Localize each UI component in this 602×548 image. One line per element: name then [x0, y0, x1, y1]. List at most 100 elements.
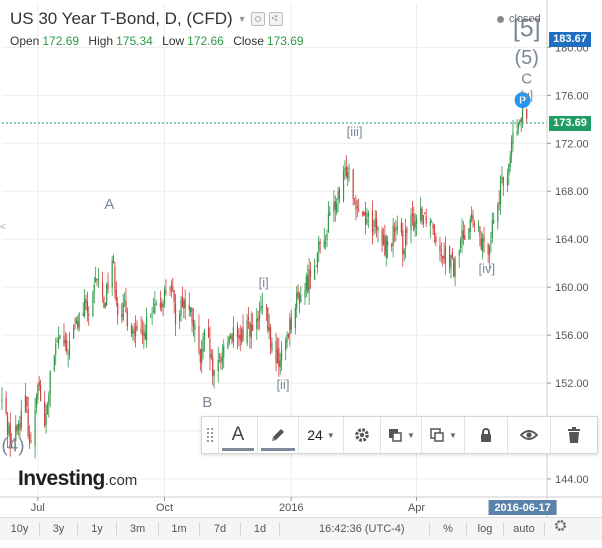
candle [512, 119, 514, 152]
range-1m-button[interactable]: 1m [171, 523, 187, 535]
trash-icon [568, 427, 580, 443]
candle [460, 237, 462, 253]
candle [265, 303, 268, 322]
delete-button[interactable] [550, 417, 597, 453]
candle [39, 379, 42, 402]
wave-label[interactable]: (5) [514, 47, 538, 69]
visibility-button[interactable] [507, 417, 550, 453]
candle [257, 310, 259, 331]
candle [35, 393, 38, 414]
y-tick-label: 152.00 [555, 378, 589, 390]
candle [271, 337, 273, 354]
fill-color-button[interactable]: ▼ [380, 417, 421, 453]
candle [5, 391, 7, 416]
candle [464, 224, 466, 241]
candle [165, 279, 167, 296]
lock-button[interactable] [464, 417, 507, 453]
candle [279, 352, 281, 375]
candle [19, 415, 21, 439]
candle [219, 353, 221, 363]
candle [333, 189, 335, 222]
line-color-button[interactable]: ▼ [421, 417, 464, 453]
y-tick-label: 172.00 [555, 138, 589, 150]
log-scale-button[interactable]: log [477, 523, 493, 535]
range-10y-button[interactable]: 10y [10, 523, 29, 535]
gear-icon[interactable] [268, 12, 283, 26]
symbol-title[interactable]: US 30 Year T-Bond, D, (CFD) [10, 9, 233, 28]
y-tick-label: 160.00 [555, 282, 589, 294]
close-label: Close [233, 34, 264, 48]
candle [133, 323, 135, 343]
candle [480, 231, 482, 251]
wave-label[interactable]: [ii] [276, 377, 289, 392]
eye-icon[interactable] [250, 12, 265, 26]
candle [180, 295, 182, 322]
range-3m-button[interactable]: 3m [129, 523, 146, 535]
candle [9, 412, 11, 457]
percent-scale-button[interactable]: % [443, 523, 453, 535]
wave-label[interactable]: [v] [520, 88, 533, 102]
candle [393, 222, 396, 243]
candle [256, 308, 258, 340]
candle [327, 201, 329, 233]
chart-settings-button[interactable] [545, 518, 575, 540]
marker-label: P [519, 96, 526, 107]
candle [319, 238, 321, 254]
wave-label[interactable]: [iii] [347, 124, 363, 139]
candle [188, 292, 190, 317]
candle [82, 302, 84, 317]
pencil-button[interactable] [257, 417, 298, 453]
candle [526, 108, 528, 123]
candle [93, 276, 95, 304]
drag-handle-icon[interactable] [202, 417, 218, 453]
wave-label[interactable]: [i] [259, 275, 269, 290]
text-tool-button[interactable]: A [218, 417, 257, 453]
candle [191, 307, 193, 333]
candle [314, 258, 316, 281]
wave-label[interactable]: A [104, 196, 114, 213]
lock-icon [481, 428, 491, 442]
wave-label[interactable]: B [202, 394, 212, 411]
candle [285, 336, 287, 361]
settings-button[interactable] [343, 417, 380, 453]
candle [74, 317, 76, 331]
candle [27, 396, 29, 440]
candle [392, 217, 394, 258]
wave-label[interactable]: C [521, 70, 532, 87]
range-7d-button[interactable]: 7d [213, 523, 227, 535]
candle [347, 166, 349, 187]
range-1d-button[interactable]: 1d [253, 523, 267, 535]
candle [413, 206, 415, 232]
candle [298, 291, 301, 314]
auto-scale-button[interactable]: auto [513, 523, 535, 535]
scroll-left-icon[interactable]: < [0, 222, 6, 233]
wave-label[interactable]: [5] [513, 15, 541, 43]
candle [183, 297, 185, 319]
candle [122, 293, 124, 322]
eye-icon [520, 430, 538, 440]
candle [115, 281, 117, 307]
marker-icon[interactable]: P [514, 92, 531, 109]
candle [181, 286, 184, 308]
candle [15, 415, 17, 443]
wave-label[interactable]: [iv] [478, 261, 495, 276]
candle [323, 227, 325, 250]
candle [53, 354, 55, 372]
chevron-down-icon[interactable]: ▼ [237, 14, 247, 24]
candle [143, 321, 145, 349]
candle [294, 303, 296, 335]
fill-color-icon [389, 429, 402, 442]
candle [490, 231, 492, 253]
range-3y-button[interactable]: 3y [52, 523, 65, 535]
candle [376, 210, 378, 238]
candle [230, 332, 232, 340]
range-1y-button[interactable]: 1y [91, 523, 103, 535]
candle [107, 272, 109, 294]
candle [358, 198, 360, 213]
candle [85, 294, 87, 310]
candle [75, 316, 77, 325]
font-size-select[interactable]: 24 ▼ [298, 417, 343, 453]
wave-label[interactable]: (4) [1, 435, 24, 456]
